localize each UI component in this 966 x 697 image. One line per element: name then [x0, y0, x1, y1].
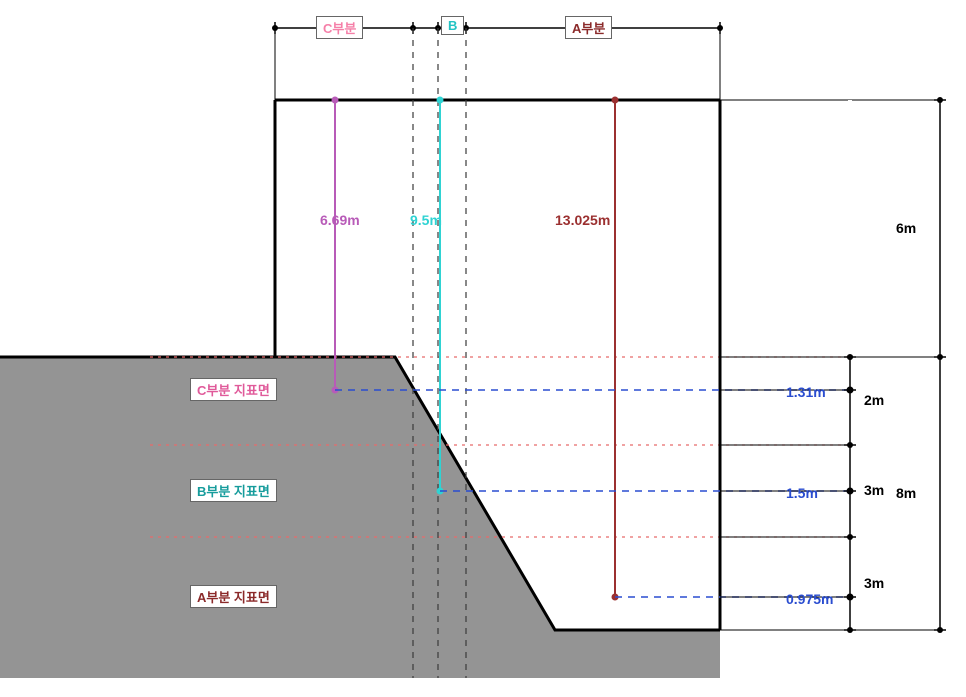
dim-minor-black: 3m — [864, 482, 884, 498]
c_surface-label: C부분 지표면 — [190, 378, 277, 401]
dim-minor-blue: 0.975m — [786, 591, 833, 607]
dim-major: 6m — [896, 220, 916, 236]
c_part-label: C부분 — [316, 16, 363, 39]
dim-minor-black: 2m — [864, 392, 884, 408]
b_part-label: B — [441, 16, 464, 35]
dim-minor-black: 3m — [864, 575, 884, 591]
dim-major: 8m — [896, 485, 916, 501]
c_height-label: 6.69m — [320, 212, 360, 228]
a_height-label: 13.025m — [555, 212, 610, 228]
dim-minor-blue: 1.31m — [786, 384, 826, 400]
a_part-label: A부분 — [565, 16, 612, 39]
b_surface-label: B부분 지표면 — [190, 479, 277, 502]
b_height-label: 9.5m — [410, 212, 442, 228]
a_surface-label: A부분 지표면 — [190, 585, 277, 608]
dim-minor-blue: 1.5m — [786, 485, 818, 501]
